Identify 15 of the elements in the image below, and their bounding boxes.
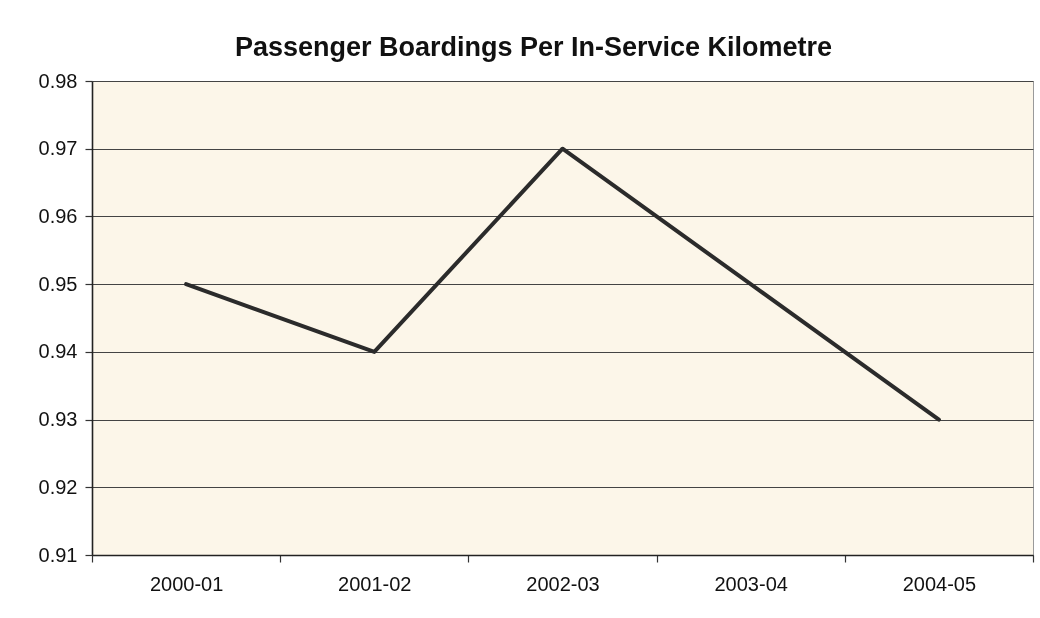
x-tick-label: 2003-04 bbox=[714, 572, 788, 595]
x-tick-label: 2004-05 bbox=[902, 572, 977, 595]
y-tick-label: 0.95 bbox=[38, 272, 78, 295]
y-tick-label: 0.98 bbox=[38, 69, 78, 92]
y-tick-label: 0.96 bbox=[38, 204, 78, 227]
y-tick-label: 0.97 bbox=[38, 137, 78, 160]
y-tick-label: 0.91 bbox=[38, 543, 78, 566]
x-tick-label: 2000-01 bbox=[149, 572, 224, 595]
x-tick-label: 2001-02 bbox=[338, 572, 412, 595]
y-tick-label: 0.94 bbox=[38, 340, 78, 363]
chart-title: Passenger Boardings Per In-Service Kilometre bbox=[234, 32, 833, 62]
y-tick-label: 0.93 bbox=[38, 408, 78, 431]
y-tick-label: 0.92 bbox=[38, 475, 78, 498]
line-series bbox=[184, 146, 941, 422]
x-tick-label: 2002-03 bbox=[526, 572, 600, 595]
